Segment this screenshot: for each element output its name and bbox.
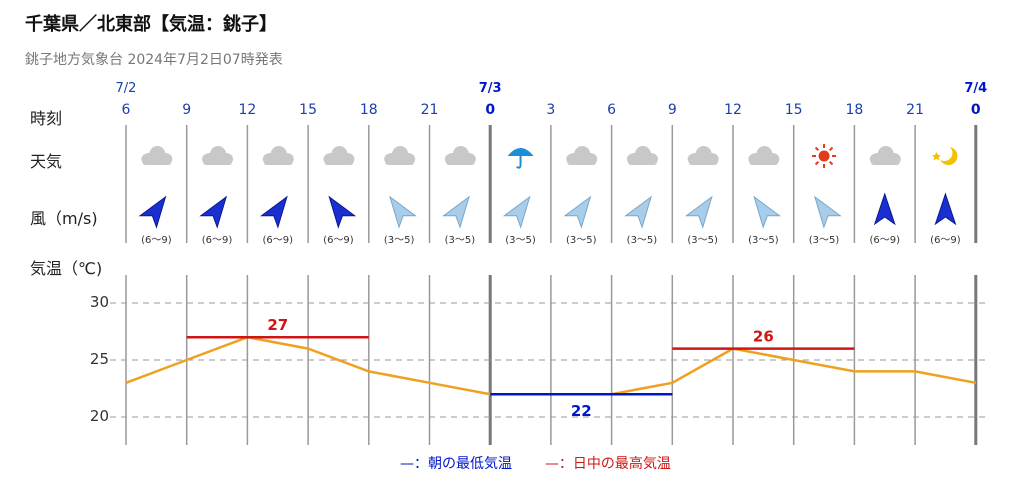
cloudy-weather-icon: [687, 146, 719, 165]
max-temp-label: 27: [267, 316, 288, 334]
wind-speed-label: (6～9): [869, 235, 901, 246]
cloudy-weather-icon: [141, 146, 173, 165]
hour-label: 21: [906, 102, 924, 118]
date-label: 7/2: [115, 81, 137, 96]
wind-arrow-icon: [199, 195, 228, 229]
y-tick-label: 20: [89, 407, 109, 425]
wind-arrow-icon: [442, 195, 470, 229]
wind-speed-label: (6～9): [141, 235, 172, 246]
max-temp-label: 26: [753, 328, 774, 346]
wind-arrow-icon: [563, 195, 592, 229]
rain-weather-icon: [507, 148, 534, 169]
legend-max-dash: —: [544, 456, 559, 472]
legend-min-label: ：朝の最低気温: [414, 456, 512, 472]
weather-row-label: 天気: [30, 152, 63, 171]
hour-label: 18: [359, 102, 378, 118]
wind-speed-label: (3～5): [687, 235, 718, 246]
wind-speed-label: (6～9): [262, 235, 294, 246]
cloudy-weather-icon: [566, 146, 598, 165]
hour-label: 6: [121, 102, 131, 118]
wind-arrow-icon: [260, 195, 288, 229]
time-row-label: 時刻: [30, 109, 63, 128]
cloudy-weather-icon: [869, 146, 901, 165]
hour-label: 12: [724, 102, 742, 118]
min-temp-label: 22: [571, 402, 592, 420]
wind-arrow-icon: [753, 195, 782, 229]
wind-speed-label: (3～5): [748, 235, 779, 246]
cloudy-weather-icon: [626, 146, 658, 165]
legend: —：朝の最低気温 —：日中の最高気温: [400, 453, 671, 473]
cloudy-weather-icon: [323, 146, 355, 165]
wind-arrow-icon: [873, 192, 896, 226]
cloudy-weather-icon: [384, 146, 416, 165]
hour-label: 21: [420, 102, 439, 118]
wind-speed-label: (3～5): [444, 235, 476, 246]
hour-label: 3: [546, 102, 556, 118]
wind-arrow-icon: [502, 195, 531, 229]
wind-arrow-icon: [389, 195, 417, 229]
date-label: 7/3: [478, 81, 502, 96]
wind-arrow-icon: [684, 195, 713, 229]
hour-label: 0: [970, 102, 981, 118]
temp-row-label: 気温（℃): [30, 259, 103, 278]
wind-speed-label: (6～9): [930, 235, 961, 246]
clear-night-weather-icon: [931, 145, 958, 165]
hour-label: 6: [607, 102, 617, 118]
wind-speed-label: (6～9): [323, 235, 354, 246]
legend-min-dash: —: [400, 456, 414, 472]
cloudy-weather-icon: [262, 146, 294, 165]
wind-speed-label: (3～5): [383, 235, 415, 246]
wind-arrow-icon: [934, 192, 957, 226]
cloudy-weather-icon: [202, 146, 234, 165]
wind-speed-label: (3～5): [808, 235, 840, 246]
legend-max-label: ：日中の最高気温: [558, 456, 671, 472]
wind-speed-label: (3～5): [505, 235, 536, 246]
page-title: 千葉県／北東部【気温：銚子】: [25, 14, 277, 35]
issuer-subtitle: 銚子地方気象台 2024年7月2日07時発表: [25, 52, 283, 68]
sunny-weather-icon: [812, 144, 837, 168]
wind-arrow-icon: [813, 195, 842, 229]
y-tick-label: 30: [89, 293, 109, 311]
hour-label: 15: [299, 102, 317, 118]
cloudy-weather-icon: [748, 146, 780, 165]
wind-arrow-icon: [624, 195, 653, 229]
hour-label: 12: [238, 102, 257, 118]
wind-speed-label: (6～9): [201, 235, 233, 246]
hour-label: 9: [182, 102, 192, 118]
wind-arrow-icon: [328, 195, 357, 229]
wind-speed-label: (3～5): [565, 235, 597, 246]
hour-label: 15: [784, 102, 803, 118]
hour-label: 0: [485, 102, 496, 118]
wind-speed-label: (3～5): [626, 235, 658, 246]
wind-arrow-icon: [138, 195, 167, 229]
hour-label: 9: [667, 102, 677, 118]
y-tick-label: 25: [89, 350, 109, 368]
wind-row-label: 風（m/s): [30, 209, 98, 228]
hour-label: 18: [845, 102, 864, 118]
date-label: 7/4: [964, 81, 988, 96]
cloudy-weather-icon: [444, 146, 476, 165]
